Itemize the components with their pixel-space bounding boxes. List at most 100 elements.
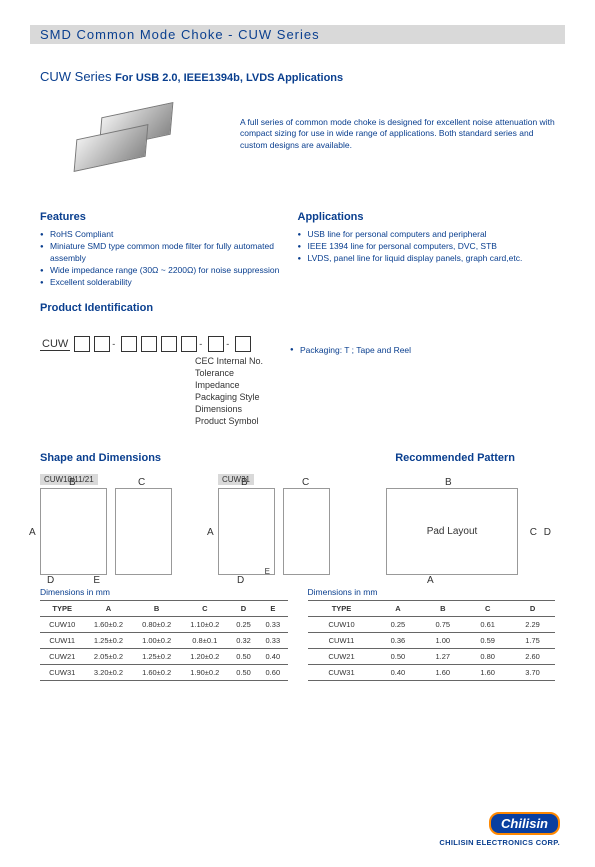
dim-letter: B [69, 477, 76, 488]
table-row: CUW212.05±0.21.25±0.21.20±0.20.500.40 [40, 649, 288, 665]
pattern-group: B Pad Layout C D A [386, 474, 546, 575]
table-cell: CUW21 [40, 649, 84, 665]
logo: Chilisin [489, 812, 560, 835]
code-box [74, 336, 90, 352]
shape-group-2: CUW31 B A D E C [218, 474, 358, 575]
table-cell: 0.80 [465, 649, 510, 665]
dim-letter: D [544, 527, 551, 538]
shape-diagrams: CUW10/11/21 B A D E C CUW31 [40, 474, 555, 575]
code-box [161, 336, 177, 352]
shape-front: B A D E [218, 488, 275, 575]
shape-front: B A D E [40, 488, 107, 575]
th: C [181, 601, 229, 617]
th: A [376, 601, 421, 617]
dim-letter: C [530, 527, 537, 538]
series-title-row: CUW Series For USB 2.0, IEEE1394b, LVDS … [40, 69, 555, 84]
dimensions-table-2: TYPE A B C D CUW100.250.750.612.29CUW110… [308, 600, 556, 681]
ident-diagram: CUW - - - CEC Internal No. [40, 320, 555, 430]
ident-label: Impedance [195, 380, 240, 390]
table-row: CUW100.250.750.612.29 [308, 617, 556, 633]
feature-item: Wide impedance range (30Ω ~ 2200Ω) for n… [40, 265, 298, 277]
th: B [420, 601, 465, 617]
th: D [510, 601, 555, 617]
packaging-note: Packaging: T ; Tape and Reel [290, 345, 555, 355]
application-item: IEEE 1394 line for personal computers, D… [298, 241, 556, 253]
table-cell: CUW31 [308, 665, 376, 681]
table-cell: 0.40 [376, 665, 421, 681]
th: TYPE [40, 601, 84, 617]
th: D [229, 601, 258, 617]
table-cell: 1.60±0.2 [133, 665, 181, 681]
table-cell: 1.00±0.2 [133, 633, 181, 649]
table-row: CUW313.20±0.21.60±0.21.90±0.20.500.60 [40, 665, 288, 681]
dim-letter: D [47, 575, 54, 586]
ident-left: CUW - - - CEC Internal No. [40, 320, 290, 430]
table-header-row: TYPE A B C D E [40, 601, 288, 617]
code-box [235, 336, 251, 352]
feature-item: Miniature SMD type common mode filter fo… [40, 241, 298, 265]
dim-letter: A [427, 575, 434, 586]
table-cell: 1.60 [465, 665, 510, 681]
table-cell: 0.75 [420, 617, 465, 633]
ident-right: Packaging: T ; Tape and Reel [290, 320, 555, 355]
table-cell: 1.90±0.2 [181, 665, 229, 681]
th: TYPE [308, 601, 376, 617]
dim-label: Dimensions in mm [308, 587, 556, 597]
prod-ident-title: Product Identification [40, 302, 555, 314]
table-cell: CUW10 [40, 617, 84, 633]
ident-label: CEC Internal No. [195, 356, 263, 366]
applications-list: USB line for personal computers and peri… [298, 229, 556, 265]
code-box [94, 336, 110, 352]
corp-name: CHILISIN ELECTRONICS CORP. [439, 838, 560, 847]
ident-label: Tolerance [195, 368, 234, 378]
feature-item: RoHS Compliant [40, 229, 298, 241]
table-cell: 0.61 [465, 617, 510, 633]
shapes-header: Shape and Dimensions Recommended Pattern [40, 438, 555, 470]
product-identification: Product Identification CUW - - - [40, 302, 555, 430]
code-box [121, 336, 137, 352]
table-cell: 1.20±0.2 [181, 649, 229, 665]
product-image [40, 102, 190, 182]
th: C [465, 601, 510, 617]
table-cell: 1.10±0.2 [181, 617, 229, 633]
ident-boxes: CUW - - - [40, 336, 251, 352]
cuw-code: CUW [40, 338, 70, 351]
feature-item: Excellent solderability [40, 277, 298, 289]
table-cell: CUW10 [308, 617, 376, 633]
table-cell: 0.33 [258, 633, 287, 649]
table-cell: 0.25 [229, 617, 258, 633]
table-cell: 0.40 [258, 649, 287, 665]
th: E [258, 601, 287, 617]
application-item: USB line for personal computers and peri… [298, 229, 556, 241]
table-cell: 0.50 [376, 649, 421, 665]
header-bar: SMD Common Mode Choke - CUW Series [30, 25, 565, 44]
table-cell: 1.25±0.2 [84, 633, 132, 649]
table-cell: CUW11 [40, 633, 84, 649]
table-cell: 2.05±0.2 [84, 649, 132, 665]
dim-letter: C [302, 477, 309, 488]
table-row: CUW310.401.601.603.70 [308, 665, 556, 681]
ident-label: Packaging Style [195, 392, 260, 402]
dim-letter: C [138, 477, 145, 488]
intro-text: A full series of common mode choke is de… [240, 117, 555, 151]
table-cell: 1.27 [420, 649, 465, 665]
th: A [84, 601, 132, 617]
table-cell: 3.70 [510, 665, 555, 681]
dash: - [199, 339, 202, 349]
applications-col: Applications USB line for personal compu… [298, 197, 556, 288]
header-title: SMD Common Mode Choke - CUW Series [40, 27, 320, 42]
shapes-row: Shape and Dimensions Recommended Pattern… [40, 438, 555, 575]
pattern-title: Recommended Pattern [395, 452, 515, 464]
table-cell: 0.50 [229, 665, 258, 681]
dash: - [226, 339, 229, 349]
shape-pair: B A D E C [218, 488, 358, 575]
shape-pair: B A D E C [40, 488, 210, 575]
dim-label: Dimensions in mm [40, 587, 288, 597]
chip-icon [74, 124, 149, 172]
application-item: LVDS, panel line for liquid display pane… [298, 253, 556, 265]
features-title: Features [40, 211, 298, 223]
table-cell: 1.25±0.2 [133, 649, 181, 665]
code-box [208, 336, 224, 352]
shapes-title: Shape and Dimensions [40, 452, 161, 464]
ident-lines: CEC Internal No. Tolerance Impedance Pac… [50, 356, 270, 426]
